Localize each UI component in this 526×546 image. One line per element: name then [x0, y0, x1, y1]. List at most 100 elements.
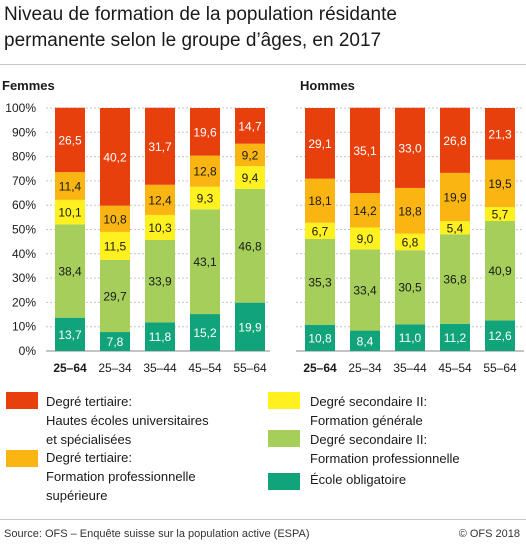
data-label: 11,5 — [104, 239, 127, 253]
data-label: 9,0 — [357, 232, 374, 246]
legend-swatch — [268, 430, 300, 447]
bar-segment — [395, 233, 425, 251]
bar-segment — [350, 330, 380, 351]
legend-label: Degré secondaire II: Formation profession… — [310, 432, 460, 466]
legend-swatch — [6, 392, 38, 409]
title-divider — [0, 64, 526, 65]
legend: Degré tertiaire: Hautes écoles universita… — [0, 384, 526, 514]
y-tick-label: 40% — [12, 247, 36, 261]
data-label: 12,4 — [148, 193, 172, 207]
data-label: 19,5 — [488, 177, 512, 191]
data-label: 9,4 — [242, 171, 259, 185]
data-label: 6,8 — [402, 235, 419, 249]
bar-segment — [55, 107, 85, 173]
bar-segment — [190, 108, 220, 156]
data-label: 33,9 — [148, 275, 172, 289]
bar-segment — [305, 238, 335, 325]
bar-segment — [145, 184, 175, 215]
bar-segment — [100, 259, 130, 333]
legend-swatch — [268, 473, 300, 490]
copyright: © OFS 2018 — [458, 528, 520, 540]
bar-segment — [235, 108, 265, 144]
bar-segment — [235, 188, 265, 303]
bar-segment — [145, 107, 175, 185]
legend-swatch — [6, 450, 38, 467]
data-label: 6,7 — [312, 224, 329, 238]
data-label: 33,0 — [398, 141, 422, 155]
data-label: 10,3 — [148, 221, 172, 235]
bar-segment — [190, 155, 220, 187]
bar-segment — [100, 231, 130, 260]
y-tick-label: 0% — [19, 344, 37, 358]
data-label: 13,7 — [58, 328, 82, 342]
bar-segment — [440, 221, 470, 235]
bar-segment — [350, 249, 380, 331]
data-label: 9,2 — [242, 148, 259, 162]
y-tick-label: 80% — [12, 150, 36, 164]
y-tick-label: 70% — [12, 174, 36, 188]
data-label: 26,5 — [58, 133, 82, 147]
bar-segment — [55, 172, 85, 200]
bar-segment — [235, 166, 265, 189]
legend-label: École obligatoire — [310, 472, 407, 487]
bar-segment — [440, 234, 470, 324]
y-tick-label: 10% — [12, 320, 36, 334]
x-tick-label: 25–64 — [53, 361, 87, 375]
data-label: 40,9 — [488, 264, 512, 278]
data-label: 43,1 — [193, 255, 217, 269]
x-tick-label: 25–64 — [303, 361, 337, 375]
bar-segment — [145, 239, 175, 323]
bar-segment — [190, 209, 220, 315]
bar-segment — [485, 220, 515, 321]
bar-segment — [485, 108, 515, 160]
data-label: 19,9 — [238, 320, 262, 334]
data-label: 46,8 — [238, 239, 262, 253]
x-tick-label: 25–34 — [98, 361, 132, 375]
bar-segment — [440, 323, 470, 351]
panel-title-0: Femmes — [2, 78, 55, 93]
data-label: 31,7 — [148, 140, 172, 154]
data-label: 29,1 — [308, 137, 332, 151]
data-label: 33,4 — [353, 284, 377, 298]
bar-segment — [235, 302, 265, 351]
x-tick-label: 45–54 — [188, 361, 222, 375]
bar-segment — [485, 320, 515, 351]
bar-segment — [350, 107, 380, 194]
data-label: 7,8 — [107, 335, 124, 349]
x-tick-label: 25–34 — [348, 361, 382, 375]
data-label: 9,3 — [197, 192, 214, 206]
bar-segment — [145, 322, 175, 351]
bar-segment — [350, 227, 380, 250]
data-label: 11,4 — [59, 180, 82, 194]
legend-label: Degré secondaire II: Formation générale — [310, 394, 428, 428]
footer-divider — [0, 519, 526, 520]
bar-segment — [485, 159, 515, 208]
data-label: 11,2 — [444, 331, 467, 345]
data-label: 15,2 — [193, 326, 217, 340]
stacked-bar-charts: Femmes 0% 10% 20% 30% 40% 50% 60% 70% 80% 90% 100% 1… — [2, 78, 524, 375]
x-tick-label: 55–64 — [483, 361, 517, 375]
legend-label: Degré tertiaire: Hautes écoles universita… — [46, 394, 209, 447]
chart-title-line-2: permanente selon le groupe d’âges, en 20… — [4, 30, 382, 51]
data-label: 21,3 — [488, 127, 512, 141]
data-label: 18,8 — [398, 204, 422, 218]
data-label: 14,2 — [353, 204, 377, 218]
bar-segment — [190, 314, 220, 351]
bar-segment — [395, 250, 425, 325]
chart-title: Niveau de formation de la population rés… — [4, 2, 519, 54]
data-label: 5,7 — [492, 208, 509, 222]
bar-segment — [305, 222, 335, 239]
x-tick-label: 45–54 — [438, 361, 472, 375]
y-tick-label: 20% — [12, 295, 36, 309]
bar-segment — [55, 317, 85, 351]
bar-segment — [145, 214, 175, 240]
panel-title-1: Hommes — [300, 78, 355, 93]
bar-segment — [350, 193, 380, 228]
data-label: 35,1 — [353, 144, 377, 158]
data-label: 14,7 — [238, 119, 262, 133]
data-label: 40,2 — [103, 150, 127, 164]
bar-segment — [395, 187, 425, 234]
bar-segment — [100, 108, 130, 206]
data-label: 5,4 — [447, 221, 464, 235]
bar-segment — [55, 199, 85, 225]
